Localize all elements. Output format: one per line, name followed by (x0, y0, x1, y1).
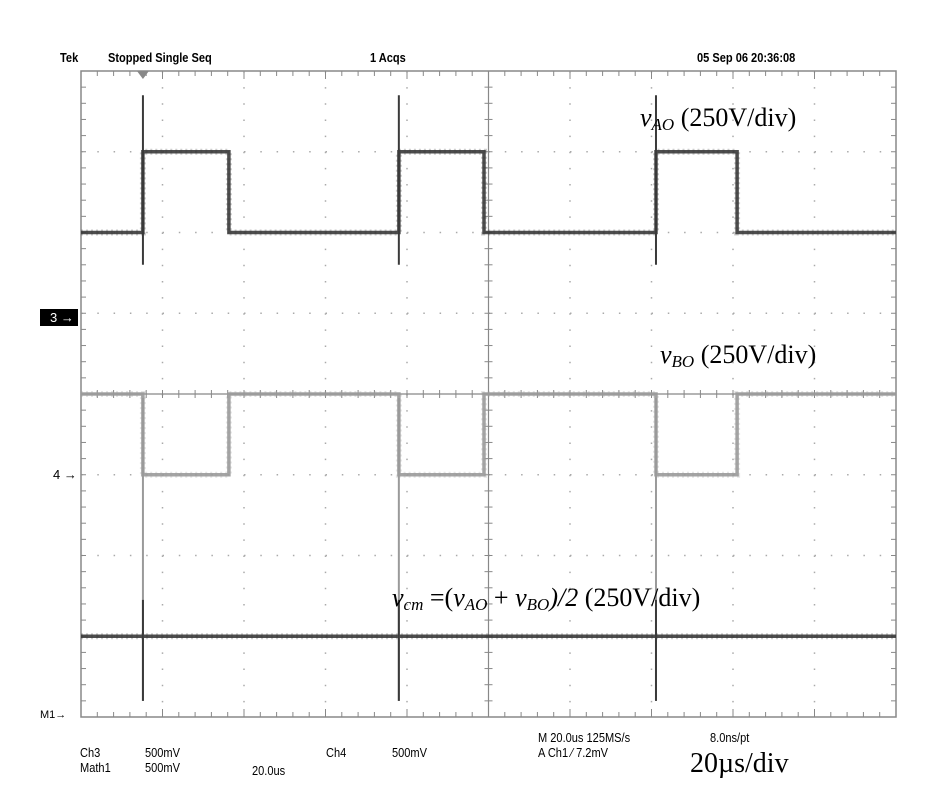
ch4-marker: 4 → (53, 467, 77, 482)
ch4-scale: 500mV (392, 745, 428, 760)
ch3-label: Ch3 (80, 745, 101, 760)
trigger-readout: A Ch1 ∕ 7.2mV (538, 745, 609, 760)
math1-marker: M1→ (40, 709, 67, 721)
brand-label: Tek (60, 50, 79, 65)
trigger-position-marker (136, 71, 149, 79)
trace-noise-vBO (81, 391, 896, 478)
timebase-readout: M 20.0us 125MS/s (538, 730, 631, 745)
vcm-annotation: vcm =(vAO + vBO)/2 (250V/div) (392, 583, 701, 614)
ch3-scale: 500mV (145, 745, 181, 760)
vbo-annotation: vBO (250V/div) (660, 340, 817, 371)
ch3-marker: 3 → (40, 309, 78, 326)
math1-time: 20.0us (252, 763, 286, 778)
math1-marker-label: M1 (40, 709, 56, 721)
vao-annotation: vAO (250V/div) (640, 103, 797, 134)
trace-vBO (81, 392, 896, 477)
acquisition-count: 1 Acqs (370, 50, 406, 65)
timescale-annotation: 20µs/div (690, 748, 789, 779)
ch3-marker-label: 3 (50, 310, 58, 325)
math1-scale: 500mV (145, 760, 181, 775)
ch4-label: Ch4 (326, 745, 347, 760)
trace-noise-vAO (81, 148, 896, 236)
trace-vAO (81, 150, 896, 235)
datetime: 05 Sep 06 20:36:08 (697, 50, 796, 65)
resolution-readout: 8.0ns/pt (710, 730, 750, 745)
acquisition-status: Stopped Single Seq (108, 50, 212, 65)
math1-label: Math1 (80, 760, 111, 775)
ch4-marker-label: 4 (53, 467, 61, 482)
